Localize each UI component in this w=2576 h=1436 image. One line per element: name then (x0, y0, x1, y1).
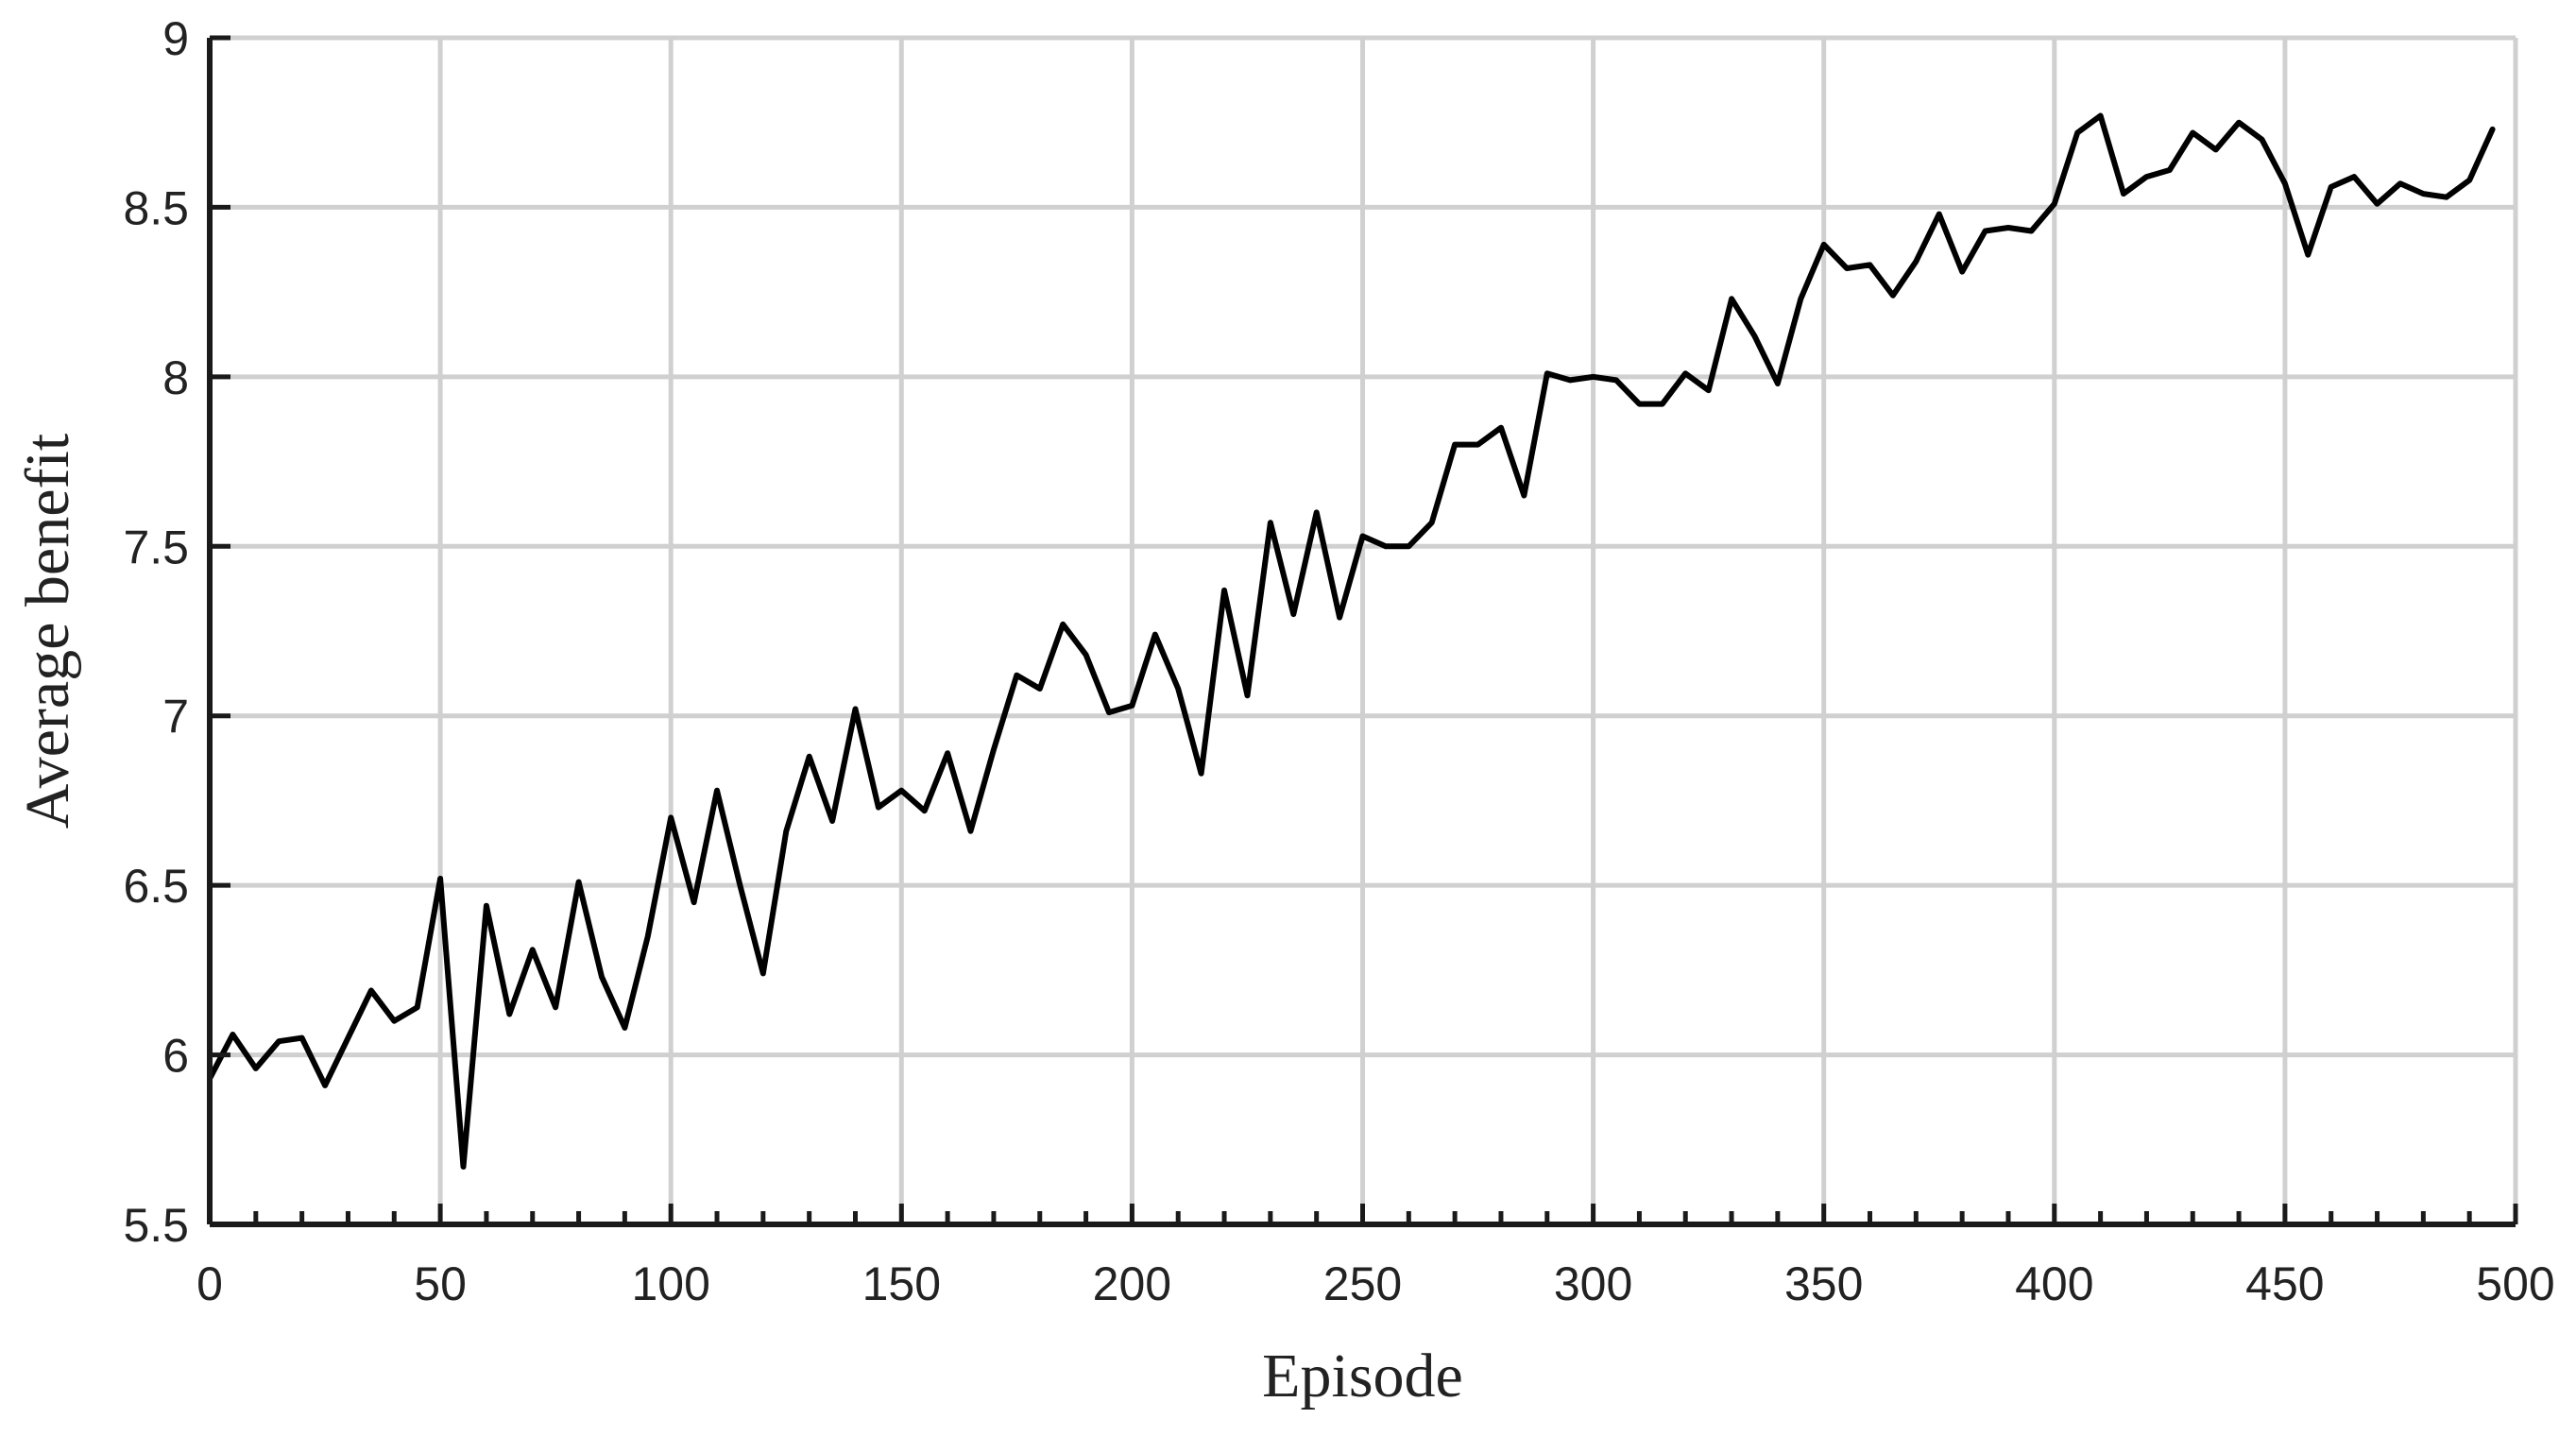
y-tick-label: 6.5 (123, 860, 189, 913)
y-axis-title: Average benefit (13, 434, 82, 829)
y-tick-label: 6 (162, 1030, 189, 1083)
y-tick-labels: 5.5 6 6.5 7 7.5 8 8.5 9 (123, 12, 189, 1252)
x-tick-label: 200 (1093, 1257, 1171, 1310)
x-tick-label: 500 (2476, 1257, 2554, 1310)
grid (210, 35, 2518, 1224)
y-tick-label: 8 (162, 351, 189, 404)
axes (207, 35, 2518, 1227)
x-tick-label: 350 (1784, 1257, 1863, 1310)
x-tick-label: 400 (2015, 1257, 2093, 1310)
x-tick-labels: 0 50 100 150 200 250 300 350 400 450 500 (196, 1257, 2555, 1310)
x-tick-label: 450 (2245, 1257, 2324, 1310)
series-layer (207, 112, 2496, 1170)
x-tick-label: 150 (862, 1257, 941, 1310)
y-tick-label: 5.5 (123, 1199, 189, 1252)
x-tick-label: 0 (196, 1257, 223, 1310)
x-axis-title: Episode (1262, 1342, 1463, 1410)
x-tick-label: 100 (631, 1257, 709, 1310)
x-tick-label: 300 (1554, 1257, 1632, 1310)
y-tick-label: 8.5 (123, 181, 189, 234)
x-tick-label: 250 (1323, 1257, 1402, 1310)
series-line (207, 112, 2496, 1170)
x-tick-label: 50 (414, 1257, 467, 1310)
y-tick-label: 9 (162, 12, 189, 65)
y-tick-label: 7 (162, 691, 189, 744)
y-tick-label: 7.5 (123, 521, 189, 573)
